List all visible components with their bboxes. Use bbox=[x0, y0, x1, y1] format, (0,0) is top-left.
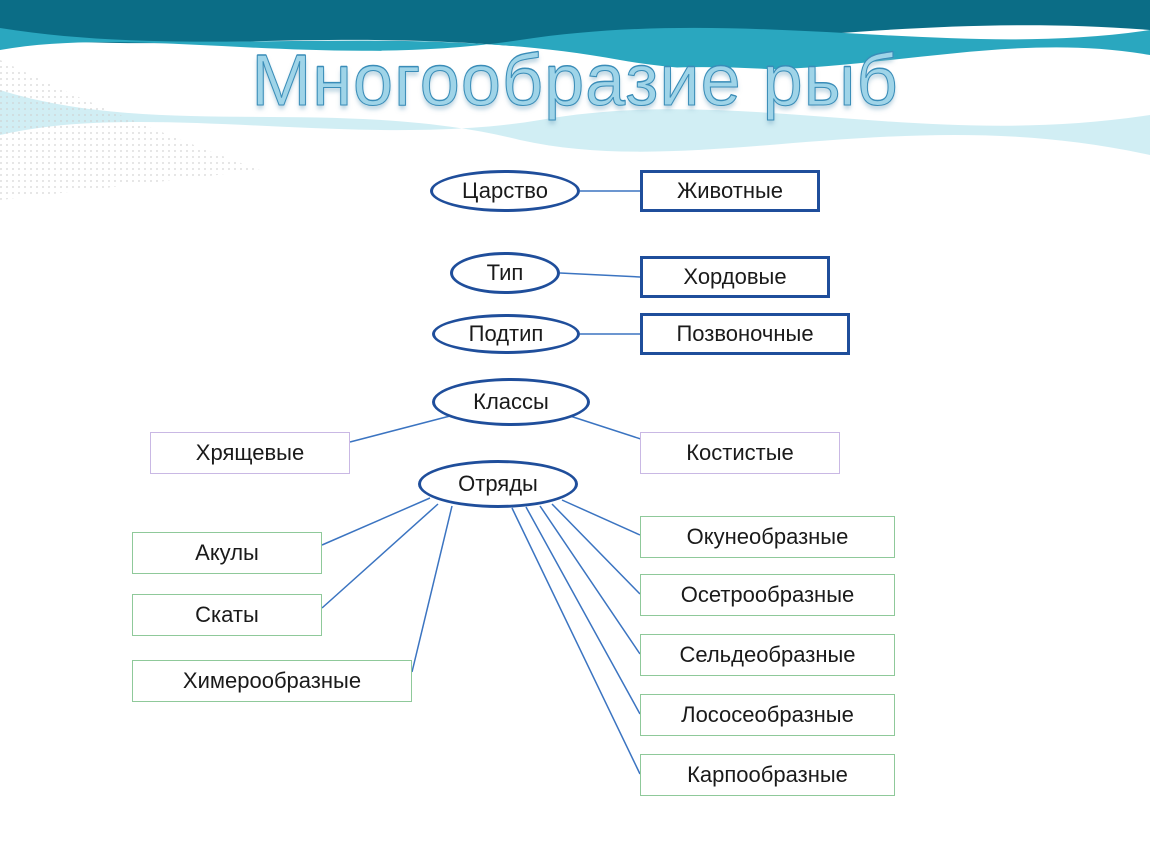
node-label: Хордовые bbox=[683, 264, 786, 290]
node-label: Позвоночные bbox=[676, 321, 813, 347]
node-label: Отряды bbox=[458, 471, 538, 497]
node-cyprin: Карпообразные bbox=[640, 754, 895, 796]
node-animals: Животные bbox=[640, 170, 820, 212]
node-label: Подтип bbox=[469, 321, 544, 347]
node-label: Классы bbox=[473, 389, 549, 415]
node-chimaera: Химерообразные bbox=[132, 660, 412, 702]
node-sharks: Акулы bbox=[132, 532, 322, 574]
node-kingdom: Царство bbox=[430, 170, 580, 212]
node-label: Окунеобразные bbox=[687, 524, 849, 550]
node-cartilag: Хрящевые bbox=[150, 432, 350, 474]
node-label: Карпообразные bbox=[687, 762, 848, 788]
node-label: Костистые bbox=[686, 440, 794, 466]
node-orders: Отряды bbox=[418, 460, 578, 508]
node-label: Лососеобразные bbox=[681, 702, 854, 728]
node-subtype: Подтип bbox=[432, 314, 580, 354]
node-label: Тип bbox=[487, 260, 524, 286]
node-classes: Классы bbox=[432, 378, 590, 426]
node-label: Скаты bbox=[195, 602, 259, 628]
slide-canvas: Многообразие рыб Царство Животные Тип Хордо… bbox=[0, 0, 1150, 864]
node-perci: Окунеобразные bbox=[640, 516, 895, 558]
node-label: Царство bbox=[462, 178, 548, 204]
node-chordata: Хордовые bbox=[640, 256, 830, 298]
node-type: Тип bbox=[450, 252, 560, 294]
node-vertebrata: Позвоночные bbox=[640, 313, 850, 355]
node-clupe: Сельдеобразные bbox=[640, 634, 895, 676]
node-label: Осетрообразные bbox=[681, 582, 855, 608]
slide-title: Многообразие рыб bbox=[0, 40, 1150, 122]
node-label: Химерообразные bbox=[183, 668, 361, 694]
node-rays: Скаты bbox=[132, 594, 322, 636]
node-salmon: Лососеобразные bbox=[640, 694, 895, 736]
node-bony: Костистые bbox=[640, 432, 840, 474]
node-label: Хрящевые bbox=[196, 440, 304, 466]
node-acipen: Осетрообразные bbox=[640, 574, 895, 616]
node-label: Животные bbox=[677, 178, 783, 204]
node-label: Сельдеобразные bbox=[679, 642, 855, 668]
node-label: Акулы bbox=[195, 540, 259, 566]
